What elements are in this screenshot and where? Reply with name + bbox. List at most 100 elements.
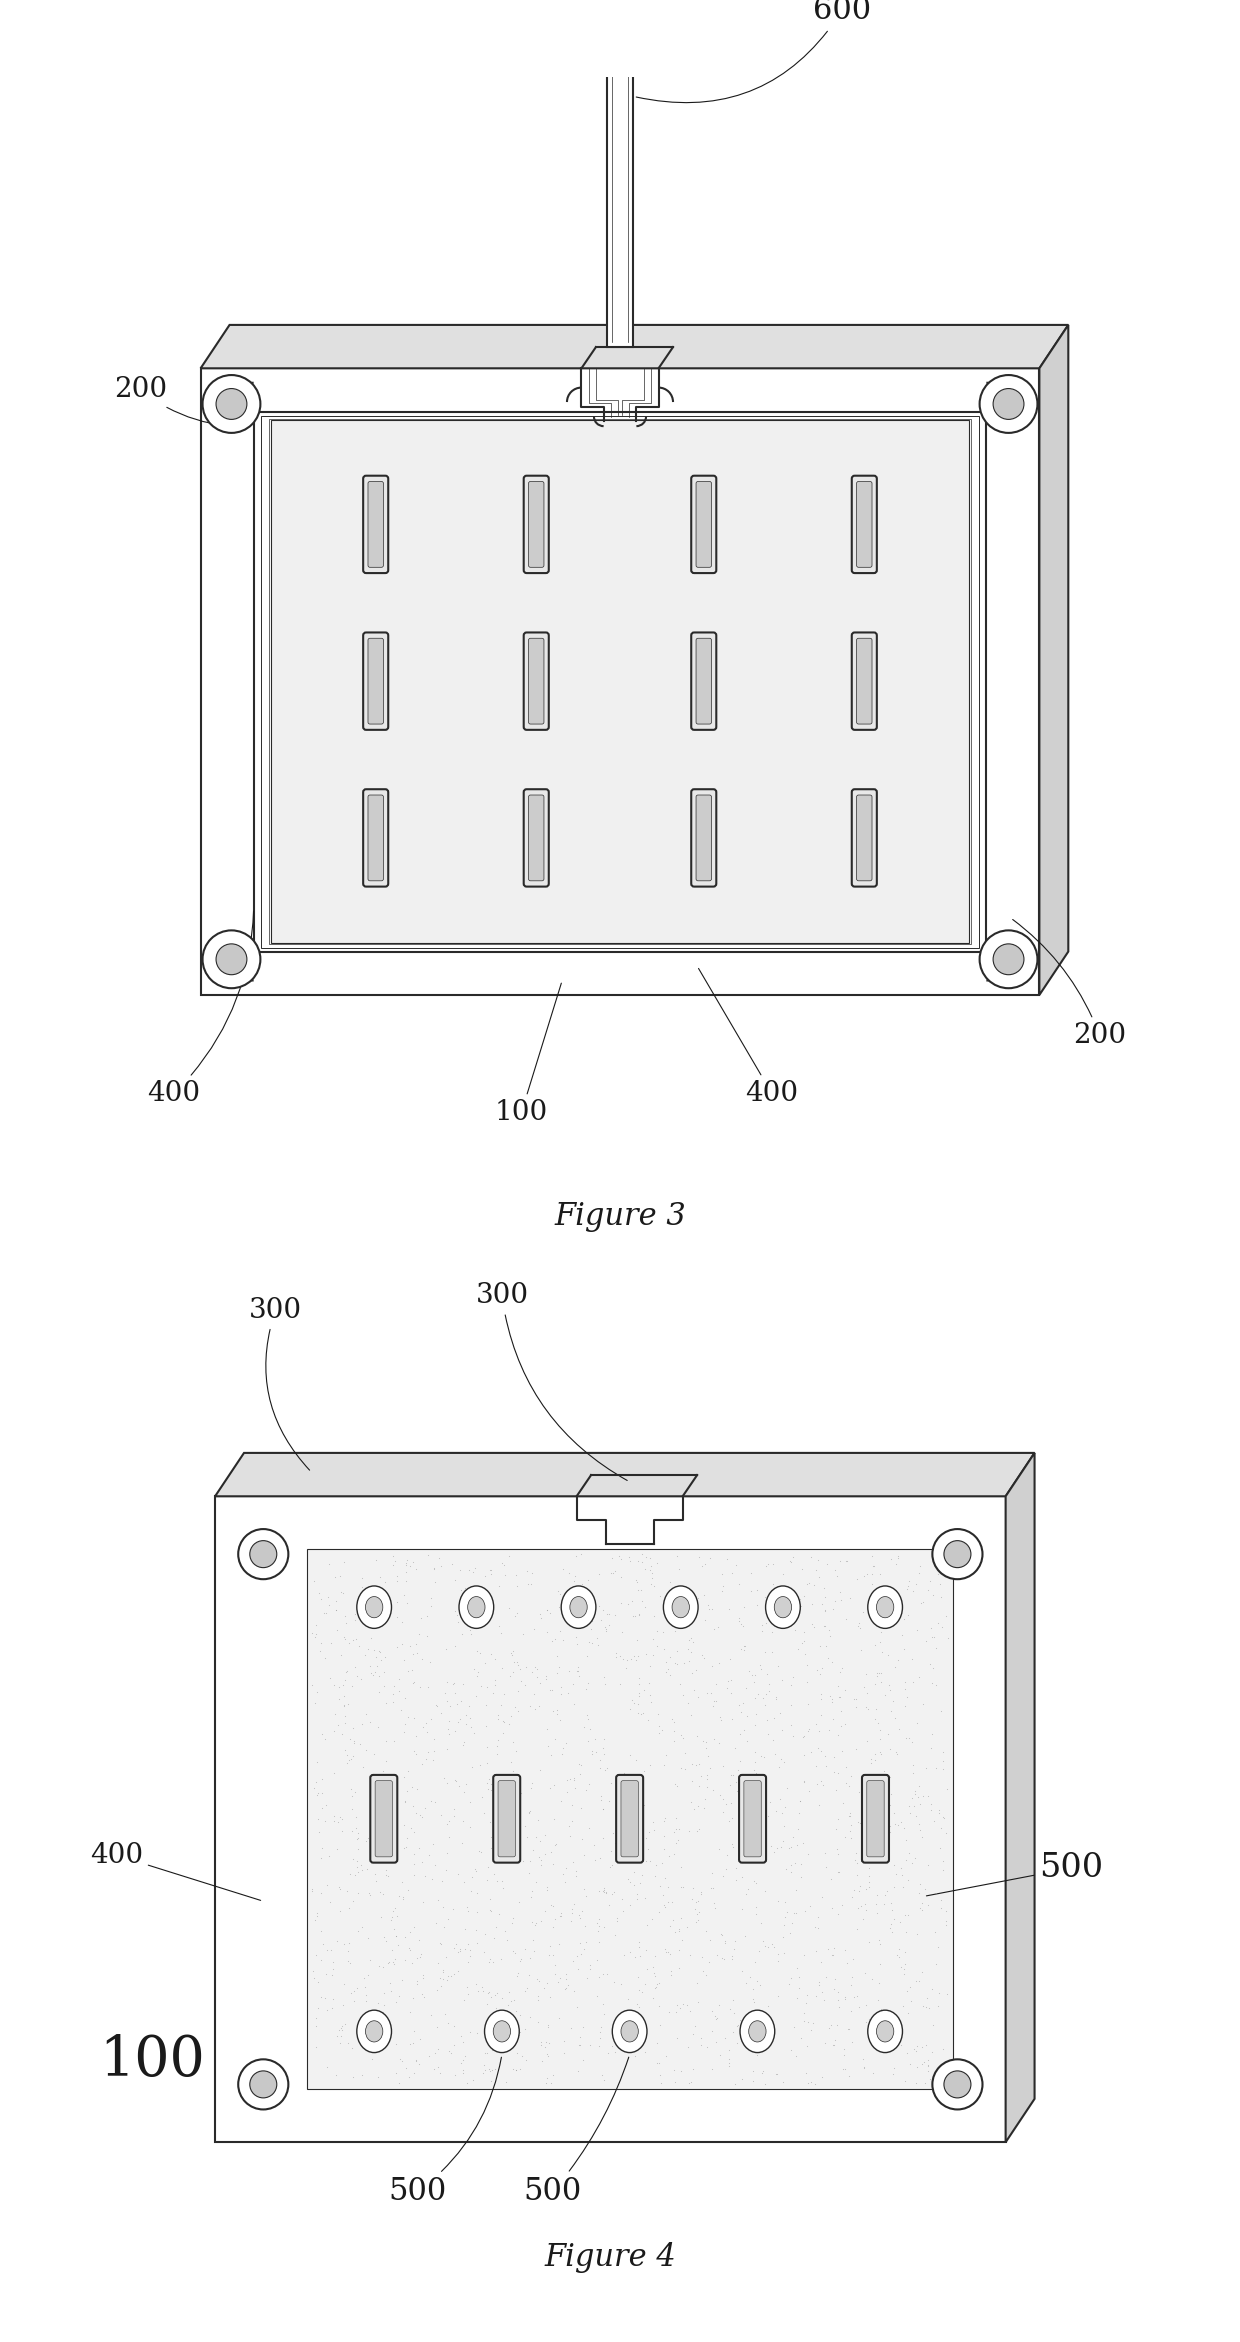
Point (712, 1939, 732, 1977)
Point (305, 1684, 325, 1721)
Point (554, 1579, 574, 1616)
Point (552, 1895, 572, 1932)
Point (884, 1649, 904, 1686)
Point (810, 1557, 830, 1595)
Point (439, 1717, 459, 1754)
Point (486, 1642, 506, 1679)
Point (651, 2005, 671, 2042)
Point (444, 2007, 464, 2045)
Point (629, 1988, 649, 2026)
Point (366, 1637, 386, 1675)
Point (629, 1693, 649, 1731)
Point (399, 1913, 419, 1951)
Point (510, 1942, 529, 1979)
Point (728, 2023, 748, 2061)
Point (415, 1857, 435, 1895)
Point (580, 1602, 600, 1639)
Point (569, 1658, 589, 1696)
Point (844, 1979, 864, 2016)
Point (926, 1665, 946, 1703)
Point (506, 1993, 526, 2031)
Point (784, 1658, 804, 1696)
Point (551, 1703, 570, 1740)
Point (630, 1677, 650, 1714)
Point (508, 1822, 528, 1860)
Point (614, 1892, 634, 1930)
Point (613, 1881, 632, 1918)
Point (869, 1923, 889, 1960)
Point (373, 1752, 393, 1789)
Point (506, 2052, 526, 2089)
Point (880, 2028, 900, 2066)
Point (781, 2031, 801, 2068)
FancyBboxPatch shape (498, 1780, 516, 1857)
Point (441, 1546, 461, 1583)
FancyBboxPatch shape (363, 632, 388, 731)
Point (835, 1932, 854, 1970)
Point (485, 1665, 505, 1703)
Point (335, 1698, 355, 1735)
Point (595, 1752, 615, 1789)
Point (427, 1904, 446, 1942)
Point (910, 1785, 930, 1822)
Point (445, 1712, 465, 1749)
Polygon shape (201, 368, 1039, 995)
Point (618, 1642, 637, 1679)
Point (738, 1759, 758, 1796)
Point (846, 1834, 866, 1871)
Point (477, 1986, 497, 2023)
Point (862, 1960, 882, 1998)
Point (527, 1651, 547, 1689)
Point (348, 1853, 368, 1890)
Point (688, 1810, 708, 1848)
Point (770, 1829, 790, 1867)
Point (843, 1939, 863, 1977)
Point (587, 1942, 606, 1979)
Point (570, 2019, 590, 2056)
Ellipse shape (980, 930, 1038, 988)
Point (460, 1611, 480, 1649)
Point (627, 1564, 647, 1602)
Point (835, 1981, 854, 2019)
Point (378, 1944, 398, 1981)
Point (517, 1970, 537, 2007)
Point (918, 1979, 937, 2016)
Point (441, 1958, 461, 1995)
Point (920, 1562, 940, 1600)
Point (590, 1740, 610, 1778)
Point (675, 1644, 694, 1682)
Point (625, 2038, 645, 2075)
Point (425, 1686, 445, 1724)
Point (799, 2066, 818, 2103)
Point (516, 2042, 536, 2080)
Point (857, 1675, 877, 1712)
Point (325, 1557, 345, 1595)
Point (889, 1710, 909, 1747)
Point (543, 1845, 563, 1883)
Text: 300: 300 (249, 1297, 310, 1471)
Point (611, 1557, 631, 1595)
Point (875, 1759, 895, 1796)
Point (527, 1801, 547, 1838)
Point (746, 1963, 766, 2000)
Point (505, 1597, 525, 1635)
Point (655, 1630, 675, 1668)
Point (460, 1937, 480, 1974)
Point (358, 1820, 378, 1857)
Point (806, 1705, 826, 1742)
Point (531, 1902, 551, 1939)
Point (374, 1986, 394, 2023)
Point (394, 1642, 414, 1679)
Point (481, 1555, 501, 1593)
Point (895, 2063, 915, 2101)
Point (831, 1574, 851, 1611)
Point (439, 1703, 459, 1740)
Point (759, 1986, 779, 2023)
Point (745, 2028, 765, 2066)
Point (378, 1857, 398, 1895)
Point (345, 1602, 365, 1639)
Point (630, 1801, 650, 1838)
Point (661, 1656, 681, 1693)
Point (329, 2012, 348, 2049)
Point (404, 1733, 424, 1771)
